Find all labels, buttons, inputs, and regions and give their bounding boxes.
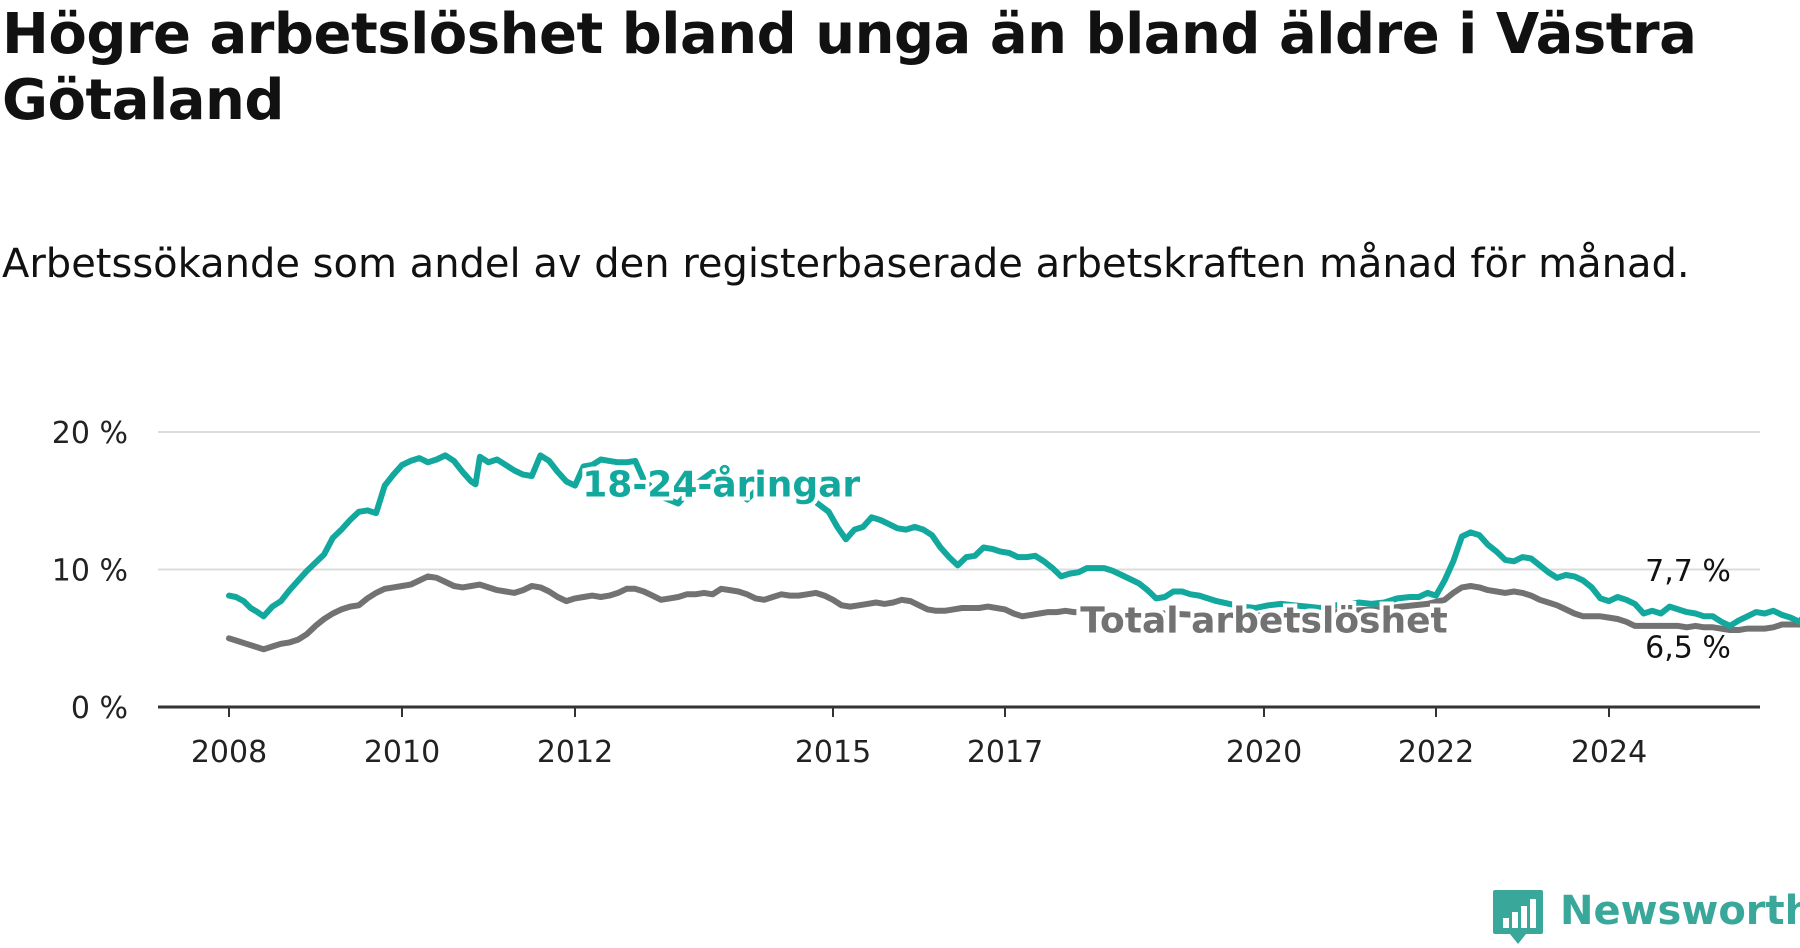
series-labels: 18-24-åringar Total arbetslöshet (578, 460, 1452, 645)
chart-title: Högre arbetslöshet bland unga än bland ä… (2, 2, 1697, 133)
youth-end-value-label: 7,7 % (1645, 554, 1731, 589)
y-axis-tick-labels: 0 % 10 % 20 % (52, 416, 128, 726)
brand-name: Newsworthy (1560, 888, 1800, 934)
y-tick-label-0: 0 % (71, 691, 128, 726)
bar-chart-logo-icon (1493, 890, 1543, 944)
y-tick-label-20: 20 % (52, 416, 128, 451)
x-tick-label-2010: 2010 (364, 735, 440, 770)
series-line-total (226, 573, 1800, 653)
x-tick-label-2015: 2015 (795, 735, 871, 770)
end-points: 7,7 % 6,5 % (1645, 554, 1731, 666)
x-tick-label-2012: 2012 (537, 735, 613, 770)
x-tick-label-2020: 2020 (1226, 735, 1302, 770)
y-tick-label-10: 10 % (52, 554, 128, 589)
x-axis-ticks: 2008 2010 2012 2015 2017 2020 2022 2024 (191, 707, 1647, 770)
x-tick-label-2017: 2017 (967, 735, 1043, 770)
series-label-total: Total arbetslöshet (1080, 600, 1448, 641)
x-tick-label-2024: 2024 (1571, 735, 1647, 770)
x-tick-label-2022: 2022 (1398, 735, 1474, 770)
grid-lines (158, 431, 1760, 571)
newsworthy-brand: Newsworthy (1492, 888, 1800, 948)
series-line-youth (226, 452, 1800, 629)
total-end-value-label: 6,5 % (1645, 631, 1731, 666)
x-tick-label-2008: 2008 (191, 735, 267, 770)
series-lines (226, 452, 1800, 653)
series-label-youth: 18-24-åringar (582, 464, 860, 505)
chart-subtitle: Arbetssökande som andel av den registerb… (2, 241, 1690, 287)
